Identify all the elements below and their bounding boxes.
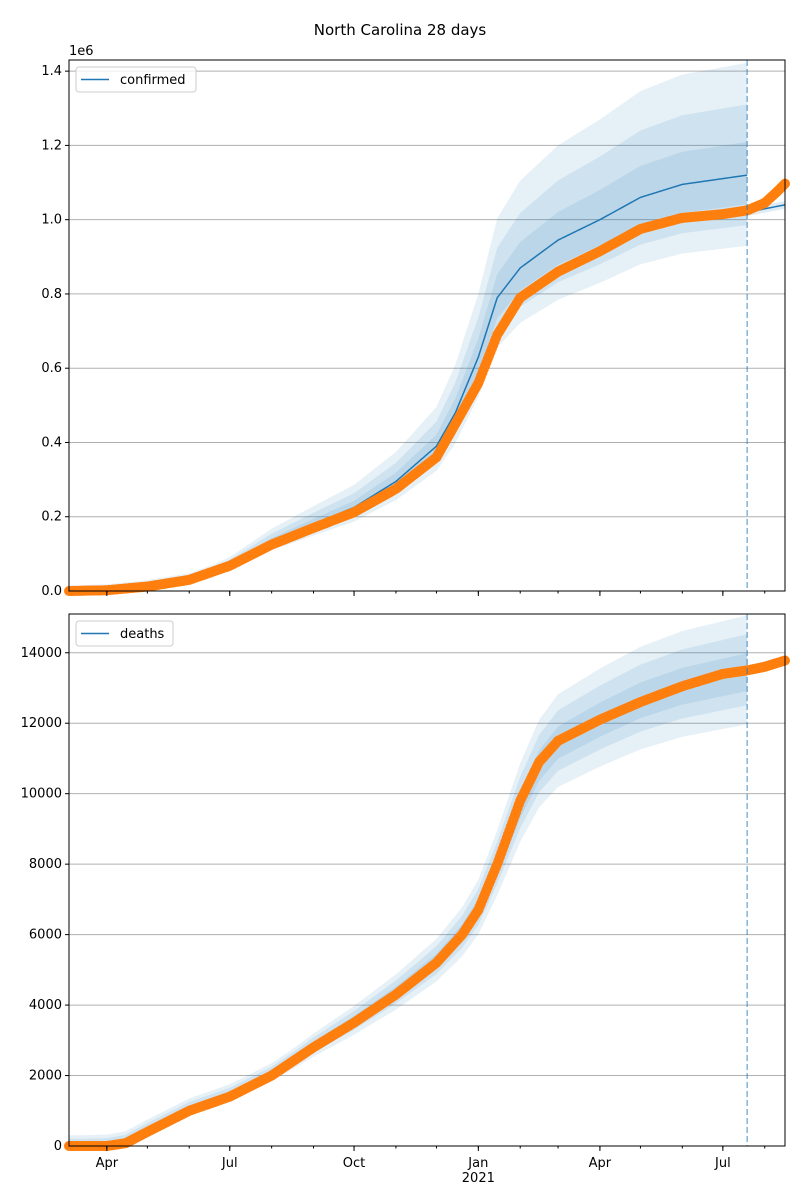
uncertainty-band-1 (69, 653, 748, 1146)
x-tick-label: Apr (589, 1156, 612, 1171)
y-tick-label: 8000 (29, 857, 62, 872)
y-tick-label: 6000 (29, 928, 62, 943)
uncertainty-band-2 (69, 104, 748, 591)
y-tick-label: 0 (54, 1139, 62, 1154)
x-year-label: 2021 (462, 1171, 495, 1186)
y-tick-label: 0.0 (41, 584, 62, 599)
y-tick-label: 0.2 (41, 510, 62, 525)
uncertainty-band-3 (69, 62, 748, 592)
axes-frame (68, 613, 786, 1147)
x-tick-label: Jul (221, 1156, 238, 1171)
uncertainty-band-1 (69, 141, 748, 592)
x-tick-label: Jan (467, 1156, 488, 1171)
y-tick-label: 2000 (29, 1069, 62, 1084)
x-tick-label: Apr (96, 1156, 119, 1171)
legend-label: confirmed (120, 73, 186, 88)
y-offset-label: 1e6 (69, 44, 94, 59)
legend-box (75, 66, 197, 93)
axes-1: 0.0 0.2 0.4 0.6 0.8 1.0 1.2 1.4 1e6 confirmed (41, 44, 790, 599)
y-tick-label: 12000 (21, 716, 62, 731)
x-tick-label: Oct (343, 1156, 365, 1171)
y-tick-label: 1.2 (41, 138, 62, 153)
y-tick-label: 1.4 (41, 64, 62, 79)
y-tick-label: 10000 (21, 787, 62, 802)
legend-box (75, 620, 174, 647)
axes-frame (68, 59, 786, 592)
y-tick-label: 1.0 (41, 213, 62, 228)
y-tick-label: 4000 (29, 998, 62, 1013)
y-tick-label: 0.4 (41, 435, 62, 450)
y-tick-label: 0.8 (41, 287, 62, 302)
x-tick-label: Jul (714, 1156, 731, 1171)
chart-title: North Carolina 28 days (313, 21, 487, 39)
y-tick-label: 0.6 (41, 361, 62, 376)
y-tick-label: 14000 (21, 646, 62, 661)
axes-2: 0 2000 4000 6000 8000 10000 12000 14000 Apr Jul Oc… (21, 613, 790, 1186)
uncertainty-band-3 (69, 615, 748, 1146)
legend-label: deaths (120, 627, 165, 642)
